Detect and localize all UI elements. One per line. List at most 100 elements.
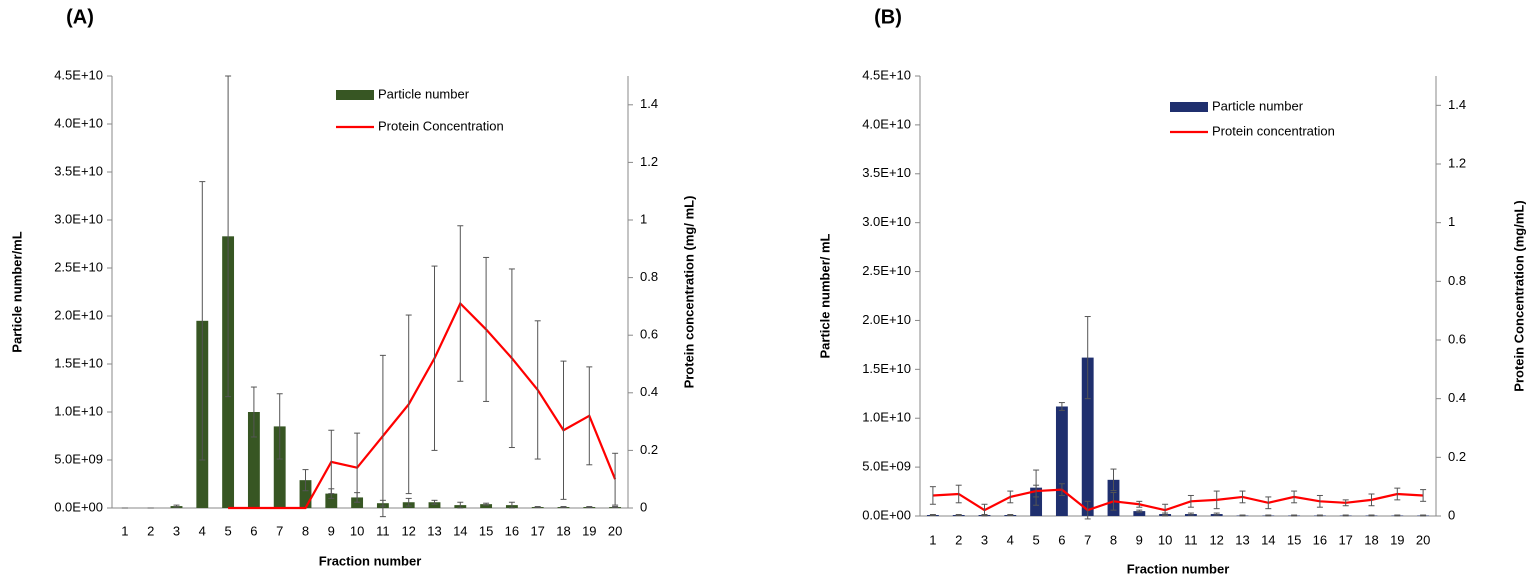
bar [1055, 406, 1068, 516]
bar [325, 493, 338, 508]
bar [247, 412, 260, 508]
error-bar [354, 432, 361, 503]
error-bar [1394, 487, 1401, 501]
x-tick-label: 6 [1058, 532, 1065, 547]
error-bar [1162, 503, 1169, 517]
x-tick-label: 4 [1007, 532, 1014, 547]
bar [299, 480, 312, 508]
error-bar [955, 484, 962, 504]
y2-tick-label: 0.4 [640, 384, 658, 399]
error-bar [508, 268, 515, 449]
y-tick-label: 3.0E+10 [862, 214, 911, 229]
x-tick-label: 18 [1364, 532, 1378, 547]
error-bar [328, 429, 335, 495]
error-bar [379, 354, 386, 518]
error-bar [1084, 316, 1091, 400]
y-tick-label: 2.5E+10 [862, 263, 911, 278]
x-tick-label: 5 [224, 523, 231, 538]
error-bar [1084, 500, 1091, 520]
line [932, 488, 1424, 512]
error-bar [1136, 500, 1143, 508]
bar [428, 502, 441, 508]
error-bar [483, 502, 490, 506]
error-bar [1136, 509, 1143, 513]
error-bar [1058, 483, 1065, 496]
legend-label: Particle number [1212, 98, 1304, 113]
x-tick-label: 14 [1261, 532, 1275, 547]
y2-tick-label: 1 [640, 211, 647, 226]
error-bar [1265, 514, 1272, 517]
y-tick-label: 4.0E+10 [862, 116, 911, 131]
y-tick-label: 1.0E+10 [54, 403, 103, 418]
y2-tick-label: 0.2 [1448, 449, 1466, 464]
error-bar [1239, 514, 1246, 517]
y-tick-label: 1.0E+10 [862, 410, 911, 425]
x-tick-label: 2 [955, 532, 962, 547]
error-bar [276, 393, 283, 460]
error-bar [302, 469, 309, 492]
error-bar [1213, 490, 1220, 510]
x-tick-label: 17 [1338, 532, 1352, 547]
y2-tick-label: 0.8 [1448, 273, 1466, 288]
error-bar [250, 386, 257, 438]
y-axis-label: Particle number/ mL [817, 233, 832, 358]
panel: (B) Fraction number Particle number/ mL Pro… [817, 6, 1526, 576]
y-tick-label: 2.0E+10 [862, 312, 911, 327]
legend-swatch [1170, 102, 1208, 112]
y-tick-label: 5.0E+09 [862, 459, 911, 474]
y2-tick-label: 0 [1448, 507, 1455, 522]
error-bar [1420, 489, 1427, 502]
y-tick-label: 4.5E+10 [54, 67, 103, 82]
x-tick-label: 19 [1390, 532, 1404, 547]
y-tick-label: 0.0E+00 [862, 507, 911, 522]
y-tick-label: 4.5E+10 [862, 67, 911, 82]
x-axis-label: Fraction number [1127, 561, 1230, 576]
error-bar [560, 360, 567, 500]
error-bar [1316, 514, 1323, 517]
bar [1133, 511, 1146, 516]
x-tick-label: 10 [1158, 532, 1172, 547]
y-tick-label: 0.0E+00 [54, 499, 103, 514]
error-bar [586, 506, 593, 509]
error-bar [929, 514, 936, 517]
error-bar [1239, 490, 1246, 504]
bar [273, 426, 286, 508]
x-tick-label: 4 [199, 523, 206, 538]
error-bar [508, 501, 515, 509]
x-axis-label: Fraction number [319, 553, 422, 568]
x-tick-label: 7 [1084, 532, 1091, 547]
x-tick-label: 10 [350, 523, 364, 538]
y2-axis-label: Protein concentration (mg/ mL) [681, 196, 696, 389]
error-bar [612, 452, 619, 506]
x-tick-label: 20 [1416, 532, 1430, 547]
error-bar [1187, 512, 1194, 516]
error-bar [431, 499, 438, 505]
x-tick-label: 8 [302, 523, 309, 538]
x-tick-label: 2 [147, 523, 154, 538]
x-tick-label: 3 [173, 523, 180, 538]
error-bar [173, 504, 180, 508]
bar [1081, 357, 1094, 516]
error-bar [431, 265, 438, 451]
error-bar [1110, 492, 1117, 511]
y2-tick-label: 0.8 [640, 269, 658, 284]
y2-tick-label: 0.6 [640, 327, 658, 342]
y-tick-label: 2.5E+10 [54, 259, 103, 274]
y2-tick-label: 1.4 [1448, 97, 1466, 112]
x-tick-label: 16 [1313, 532, 1327, 547]
error-bar [1368, 514, 1375, 517]
y-tick-label: 5.0E+09 [54, 451, 103, 466]
error-bar [981, 503, 988, 517]
legend-label: Particle number [378, 86, 470, 101]
error-bar [1420, 514, 1427, 517]
y2-tick-label: 1.2 [640, 154, 658, 169]
x-tick-label: 13 [427, 523, 441, 538]
x-tick-label: 9 [1136, 532, 1143, 547]
y-tick-label: 1.5E+10 [54, 355, 103, 370]
panel: (A) Fraction number Particle number/mL Prot… [9, 6, 696, 568]
x-tick-label: 12 [1209, 532, 1223, 547]
y2-axis-label: Protein Concentration (mg/mL) [1511, 200, 1526, 391]
legend-label: Protein concentration [1212, 123, 1335, 138]
y2-tick-label: 1 [1448, 214, 1455, 229]
